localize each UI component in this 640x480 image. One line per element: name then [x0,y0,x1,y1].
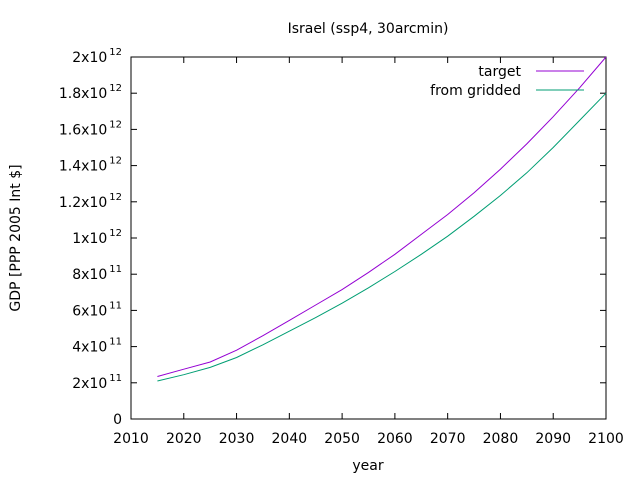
x-tick-label: 2040 [272,431,308,447]
y-tick-label: 1.4x10 12 [59,156,122,175]
x-tick-label: 2050 [324,431,360,447]
y-tick-label: 1.2x10 12 [59,192,122,211]
series-line-1 [157,92,607,382]
series-line-0 [157,56,607,377]
series-lines [157,56,607,382]
x-axis: 2010 2020 2030 2040 2050 2060 2070 2080 2090 2100 [113,57,624,447]
x-tick-label: 2070 [430,431,466,447]
y-tick-label: 4x10 11 [72,337,122,356]
y-tick-label: 1.8x10 12 [59,83,122,102]
legend-label: target [478,64,521,80]
legend-label: from gridded [430,83,521,99]
x-axis-label: year [352,458,383,474]
chart-title: Israel (ssp4, 30arcmin) [288,21,449,37]
y-tick-label: 1.6x10 12 [59,119,122,138]
y-tick-label: 0 [113,412,122,428]
x-tick-label: 2100 [588,431,624,447]
y-tick-label: 8x10 11 [72,264,122,283]
plot-border [130,56,607,420]
x-tick-label: 2010 [113,431,149,447]
legend: target from gridded [430,64,584,99]
x-tick-label: 2080 [483,431,519,447]
y-tick-label: 6x10 11 [72,300,122,319]
y-axis: 0 2x10 11 4x10 11 6x10 11 8x10 11 1x10 12 1.2x10 12 1… [59,47,606,428]
x-tick-label: 2090 [535,431,571,447]
y-axis-label: GDP [PPP 2005 Int $] [8,164,24,311]
y-tick-label: 2x10 11 [72,373,122,392]
x-tick-label: 2020 [166,431,202,447]
x-tick-label: 2060 [377,431,413,447]
plot-frame [130,56,607,420]
y-tick-label: 1x10 12 [72,228,122,247]
x-tick-label: 2030 [219,431,255,447]
y-tick-label: 2x10 12 [72,47,122,66]
